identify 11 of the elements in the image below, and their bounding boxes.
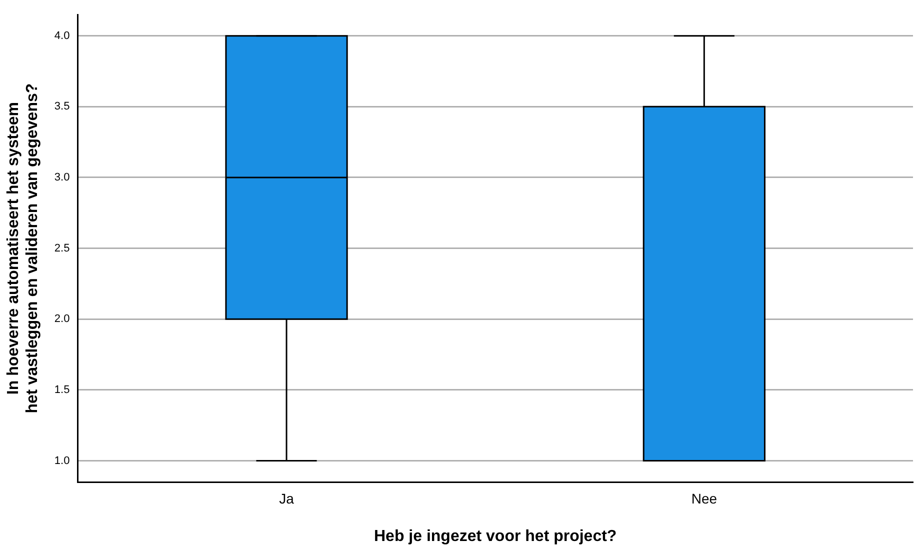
x-tick-label: Ja (279, 490, 294, 506)
y-tick-label: 2.0 (54, 313, 70, 326)
y-tick-label: 4.0 (54, 30, 70, 42)
y-tick-label: 1.5 (54, 384, 70, 396)
y-tick-label: 3.5 (54, 100, 70, 113)
y-axis-title: In hoeverre automatiseert het systeem het vastleggen en valideren van gegevens? (5, 83, 42, 414)
y-tick-label: 1.0 (54, 454, 70, 467)
x-axis-title: Heb je ingezet voor het project? (374, 528, 617, 545)
y-tick-label: 3.0 (54, 172, 70, 184)
y-tick-label: 2.5 (54, 242, 70, 254)
x-tick-label: Nee (691, 490, 718, 506)
